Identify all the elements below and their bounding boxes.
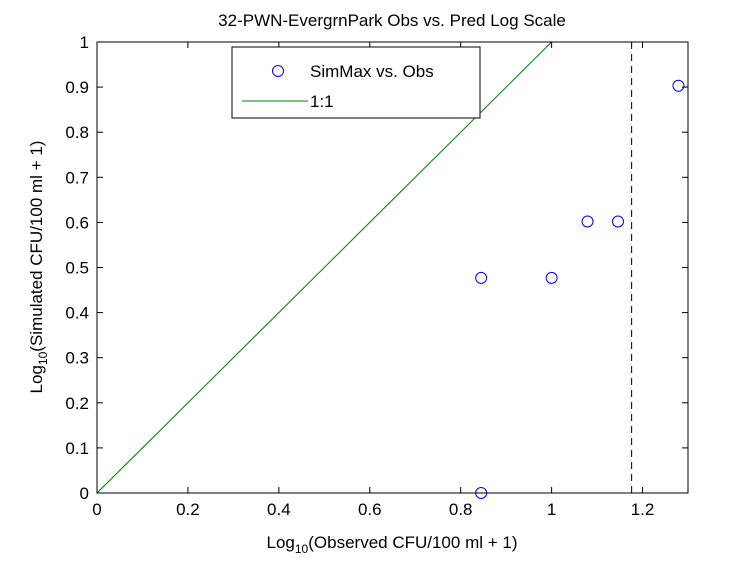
x-tick-label: 0.8: [449, 500, 473, 519]
y-tick-label: 1: [80, 33, 89, 52]
x-tick-label: 1.2: [631, 500, 655, 519]
y-tick-label: 0.2: [65, 394, 89, 413]
data-point: [672, 79, 685, 92]
y-axis-label: Log10(Simulated CFU/100 ml + 1): [27, 141, 50, 394]
legend-marker-simmax: [272, 65, 284, 77]
y-tick-label: 0.9: [65, 78, 89, 97]
y-tick-label: 0.6: [65, 213, 89, 232]
y-tick-label: 0.5: [65, 259, 89, 278]
legend-label-simmax: SimMax vs. Obs: [310, 62, 434, 81]
plot-area: 0 0.2 0.4 0.6 0.8 1 1.2 0 0.1 0.2 0.3 0.4 0.5 0.6 0.7 0…: [65, 33, 689, 519]
y-tick-label: 0.3: [65, 349, 89, 368]
chart-title: 32-PWN-EvergrnPark Obs vs. Pred Log Scal…: [218, 11, 566, 30]
legend-label-1to1: 1:1: [310, 92, 334, 111]
x-axis-label: Log10(Observed CFU/100 ml + 1): [267, 533, 518, 556]
y-tick-label: 0.7: [65, 168, 89, 187]
x-tick-label: 0.2: [176, 500, 200, 519]
x-tick-label: 0.6: [358, 500, 382, 519]
data-point: [581, 215, 594, 228]
x-tick-label: 0.4: [267, 500, 291, 519]
y-tick-label: 0.8: [65, 123, 89, 142]
data-point: [611, 215, 624, 228]
legend-box: [231, 46, 481, 119]
y-tick-label: 0.1: [65, 439, 89, 458]
x-tick-label: 0: [92, 500, 101, 519]
y-tick-label: 0.4: [65, 304, 89, 323]
legend: SimMax vs. Obs 1:1: [231, 46, 481, 119]
data-point: [545, 271, 558, 284]
x-tick-label: 1: [547, 500, 556, 519]
data-point: [475, 271, 488, 284]
y-tick-label: 0: [80, 484, 89, 503]
